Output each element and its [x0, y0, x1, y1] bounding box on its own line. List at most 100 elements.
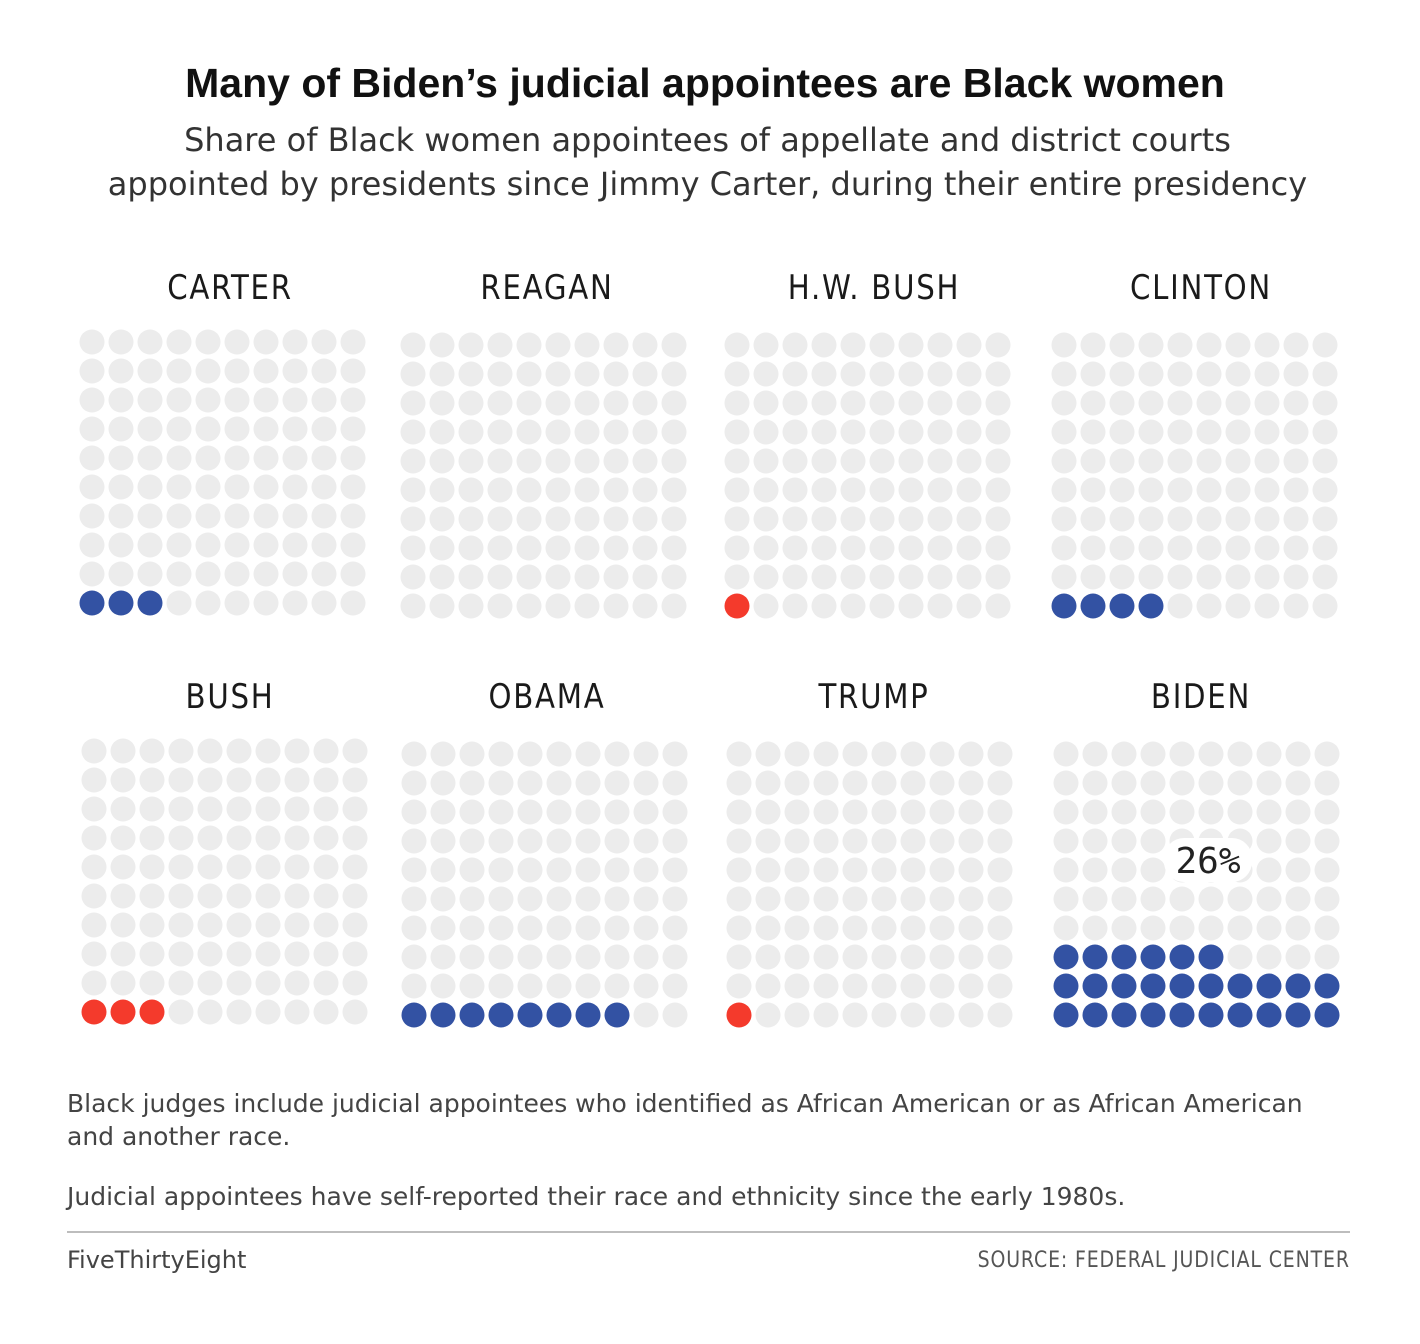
empty-dot	[110, 883, 136, 909]
empty-dot	[1109, 564, 1135, 590]
empty-dot	[840, 419, 866, 445]
empty-dot	[1169, 741, 1195, 767]
empty-dot	[342, 970, 368, 996]
empty-dot	[429, 448, 455, 474]
empty-dot	[168, 738, 194, 764]
empty-dot	[987, 886, 1013, 912]
empty-dot	[956, 564, 982, 590]
empty-dot	[1314, 944, 1340, 970]
empty-dot	[226, 912, 252, 938]
empty-dot	[898, 390, 924, 416]
filled-dot	[1138, 593, 1164, 619]
empty-dot	[813, 770, 839, 796]
empty-dot	[1082, 915, 1108, 941]
empty-dot	[1051, 332, 1077, 358]
empty-dot	[661, 419, 687, 445]
empty-dot	[1140, 915, 1166, 941]
empty-dot	[401, 915, 427, 941]
empty-dot	[755, 857, 781, 883]
empty-dot	[459, 944, 485, 970]
footer-divider	[67, 1231, 1350, 1233]
empty-dot	[811, 390, 837, 416]
empty-dot	[575, 799, 601, 825]
empty-dot	[487, 593, 513, 619]
empty-dot	[900, 886, 926, 912]
empty-dot	[195, 329, 221, 355]
empty-dot	[1196, 361, 1222, 387]
waffle-carter	[79, 329, 366, 616]
empty-dot	[784, 770, 810, 796]
empty-dot	[575, 973, 601, 999]
filled-dot	[81, 999, 107, 1025]
empty-dot	[842, 828, 868, 854]
empty-dot	[811, 477, 837, 503]
empty-dot	[661, 564, 687, 590]
empty-dot	[545, 506, 571, 532]
empty-dot	[604, 857, 630, 883]
empty-dot	[813, 915, 839, 941]
empty-dot	[871, 944, 897, 970]
empty-dot	[546, 857, 572, 883]
empty-dot	[661, 448, 687, 474]
empty-dot	[662, 944, 688, 970]
empty-dot	[985, 361, 1011, 387]
empty-dot	[487, 361, 513, 387]
empty-dot	[430, 741, 456, 767]
empty-dot	[1314, 799, 1340, 825]
empty-dot	[603, 535, 629, 561]
empty-dot	[545, 419, 571, 445]
empty-dot	[282, 387, 308, 413]
empty-dot	[342, 999, 368, 1025]
empty-dot	[726, 886, 752, 912]
empty-dot	[898, 593, 924, 619]
empty-dot	[197, 941, 223, 967]
empty-dot	[1312, 593, 1338, 619]
empty-dot	[546, 741, 572, 767]
filled-dot	[1169, 944, 1195, 970]
empty-dot	[1227, 741, 1253, 767]
empty-dot	[929, 770, 955, 796]
empty-dot	[195, 358, 221, 384]
empty-dot	[340, 503, 366, 529]
empty-dot	[574, 448, 600, 474]
empty-dot	[226, 970, 252, 996]
empty-dot	[401, 857, 427, 883]
empty-dot	[137, 561, 163, 587]
empty-dot	[726, 915, 752, 941]
empty-dot	[574, 593, 600, 619]
empty-dot	[753, 593, 779, 619]
empty-dot	[110, 796, 136, 822]
empty-dot	[342, 767, 368, 793]
empty-dot	[313, 912, 339, 938]
empty-dot	[782, 535, 808, 561]
empty-dot	[224, 532, 250, 558]
empty-dot	[900, 915, 926, 941]
empty-dot	[1314, 857, 1340, 883]
empty-dot	[929, 741, 955, 767]
empty-dot	[987, 1002, 1013, 1028]
empty-dot	[782, 477, 808, 503]
brand-logo-text: FiveThirtyEight	[67, 1246, 247, 1274]
panel-label-obama: OBAMA	[488, 677, 606, 717]
empty-dot	[633, 857, 659, 883]
chart-subtitle: Share of Black women appointees of appel…	[40, 118, 1375, 206]
empty-dot	[195, 445, 221, 471]
empty-dot	[1111, 741, 1137, 767]
empty-dot	[284, 999, 310, 1025]
percent-annotation: 26%	[1175, 841, 1240, 882]
empty-dot	[871, 770, 897, 796]
empty-dot	[1283, 332, 1309, 358]
empty-dot	[1283, 419, 1309, 445]
empty-dot	[137, 445, 163, 471]
empty-dot	[958, 1002, 984, 1028]
empty-dot	[840, 593, 866, 619]
empty-dot	[226, 854, 252, 880]
empty-dot	[195, 590, 221, 616]
empty-dot	[840, 477, 866, 503]
empty-dot	[1225, 535, 1251, 561]
empty-dot	[726, 828, 752, 854]
empty-dot	[662, 741, 688, 767]
empty-dot	[516, 477, 542, 503]
filled-dot	[1198, 944, 1224, 970]
empty-dot	[755, 944, 781, 970]
